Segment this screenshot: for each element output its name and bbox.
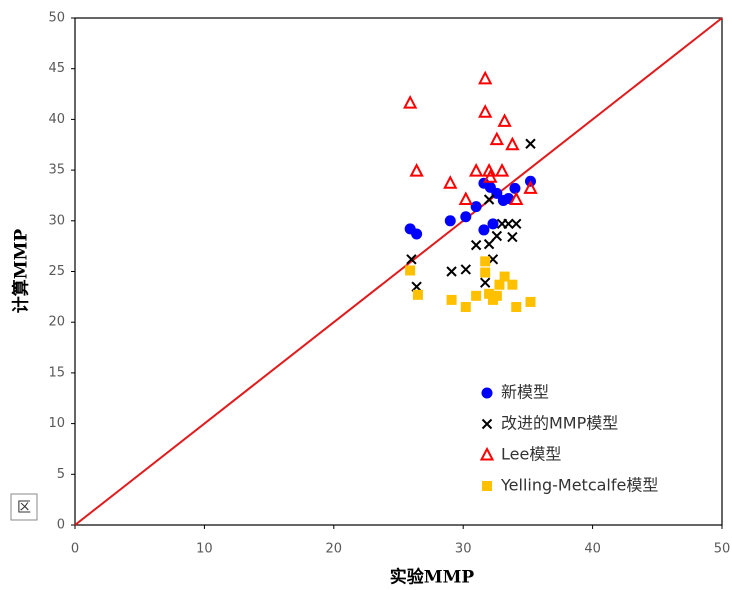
data-point <box>511 301 522 312</box>
data-point <box>487 218 499 230</box>
x-tick-label: 30 <box>455 542 472 557</box>
data-point <box>458 191 473 206</box>
data-point <box>470 239 482 251</box>
legend-label: Yelling-Metcalfe模型 <box>500 476 658 495</box>
data-point <box>460 211 472 223</box>
data-point <box>491 230 503 242</box>
data-point <box>507 231 518 243</box>
data-point <box>443 175 458 189</box>
data-point <box>499 271 510 282</box>
data-point <box>509 191 524 206</box>
data-point <box>494 162 510 177</box>
x-tick-label: 10 <box>196 542 213 557</box>
y-tick-label: 10 <box>48 416 65 431</box>
data-point <box>406 254 417 265</box>
y-axis-title: 计算MMP <box>11 229 32 314</box>
data-point <box>525 296 536 307</box>
data-point <box>507 279 518 290</box>
y-tick-label: 15 <box>48 365 65 380</box>
x-tick-label: 50 <box>714 542 731 557</box>
data-point <box>468 162 484 177</box>
data-point <box>483 194 495 205</box>
data-point <box>478 104 493 118</box>
data-point <box>491 187 503 199</box>
data-point <box>484 288 495 299</box>
data-point <box>446 294 457 305</box>
data-point <box>480 256 491 267</box>
y-tick-label: 20 <box>48 315 65 330</box>
data-point <box>494 279 505 290</box>
data-point <box>409 162 424 177</box>
y-tick-label: 0 <box>57 518 65 533</box>
x-tick-label: 40 <box>584 542 601 557</box>
data-point <box>497 113 512 127</box>
data-point <box>446 266 457 277</box>
legend-marker <box>479 446 495 461</box>
data-point <box>479 277 491 288</box>
data-point <box>412 289 423 300</box>
legend-label: 改进的MMP模型 <box>501 414 618 433</box>
legend-marker <box>481 418 493 430</box>
data-point <box>411 281 422 292</box>
data-point <box>483 238 495 250</box>
data-point <box>402 95 418 109</box>
data-point <box>523 180 538 194</box>
data-point <box>471 290 482 301</box>
data-point <box>491 290 502 301</box>
x-axis-title: 实验MMP <box>390 567 475 588</box>
y-tick-label: 5 <box>57 467 65 482</box>
data-point <box>509 182 521 194</box>
legend-marker <box>481 387 493 399</box>
data-point <box>411 228 423 240</box>
data-point <box>460 301 471 312</box>
x-tick-label: 0 <box>71 542 79 557</box>
annotation-box <box>10 493 38 521</box>
data-point <box>405 265 416 276</box>
y-tick-label: 50 <box>48 11 65 26</box>
data-point <box>444 215 456 227</box>
data-point <box>511 218 522 230</box>
legend-marker <box>482 481 492 491</box>
y-tick-label: 45 <box>48 61 65 76</box>
y-tick-label: 25 <box>48 264 65 279</box>
data-point <box>503 218 514 230</box>
data-point <box>505 136 520 151</box>
data-point <box>478 70 493 85</box>
annotation: 区 <box>17 500 31 516</box>
y-tick-label: 30 <box>48 213 65 228</box>
y-tick-label: 35 <box>48 163 65 178</box>
data-point <box>470 201 482 213</box>
legend-label: 新模型 <box>501 383 549 402</box>
diagonal-line <box>74 17 723 526</box>
data-point <box>480 267 491 278</box>
data-point <box>489 131 504 146</box>
data-point <box>460 264 471 275</box>
data-point <box>478 224 490 236</box>
x-tick-label: 20 <box>326 542 343 557</box>
data-point <box>525 138 536 149</box>
y-tick-label: 40 <box>48 112 65 127</box>
data-point <box>483 169 498 183</box>
legend-label: Lee模型 <box>501 445 561 464</box>
